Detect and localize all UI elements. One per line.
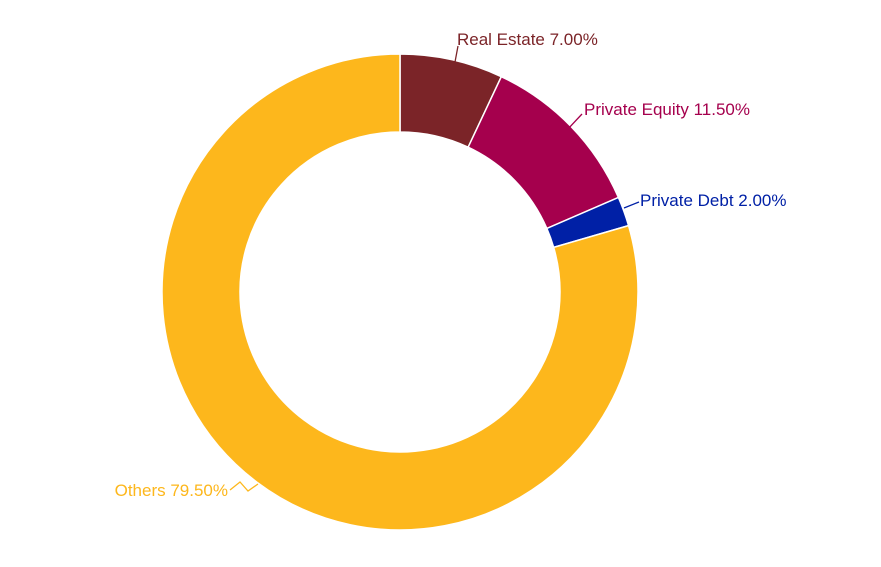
data-label: Real Estate 7.00% <box>457 30 598 49</box>
connector-line <box>623 201 640 209</box>
slice-others[interactable] <box>161 53 639 531</box>
connector-line <box>566 113 583 131</box>
connector-line <box>454 45 459 63</box>
connector-line <box>229 481 259 492</box>
data-label: Private Equity 11.50% <box>584 100 750 119</box>
data-label: Others 79.50% <box>115 481 228 500</box>
data-label: Private Debt 2.00% <box>640 191 786 210</box>
